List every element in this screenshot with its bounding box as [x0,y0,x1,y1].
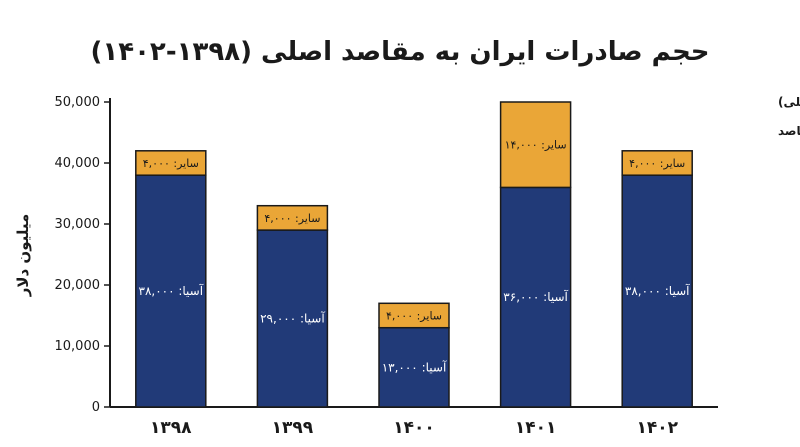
x-tick-label: ۱۴۰۱ [515,418,557,438]
bar-label-other: سایر: ۱۴,۰۰۰ [505,139,567,152]
bar-label-asia: آسیا: ۳۶,۰۰۰ [503,289,568,304]
y-tick-label: 30,000 [55,217,101,232]
bar-other [135,150,207,176]
bar-label-other: سایر: ۴,۰۰۰ [386,310,442,323]
bar-other [621,150,693,176]
legend: آبی تیره: بازارهای آسیایی (وابستگی اصلی)… [778,94,800,138]
legend-text-2: سایر مقاصد [778,124,800,138]
chart-title: حجم صادرات ایران به مقاصد اصلی (۱۳۹۸-۱۴۰… [90,37,709,67]
y-axis-label: میلیون دلار [14,214,32,298]
bar-other [378,302,450,329]
bar-other [256,204,329,231]
bar-asia [135,174,207,408]
bar-asia [256,229,329,408]
axes: 0 10,000 20,000 30,000 40,000 50,000 [55,95,718,415]
x-tick-label: ۱۴۰۰ [393,418,435,438]
legend-item-2: کهربایی: سایر مقاصد [778,124,800,138]
bar-label-asia: آسیا: ۱۳,۰۰۰ [382,359,447,374]
bar-asia [499,186,572,408]
bar-label-asia: آسیا: ۳۸,۰۰۰ [625,283,690,298]
x-tick-label: ۱۴۰۲ [636,418,678,438]
bars: آسیا: ۳۸,۰۰۰ سایر: ۴,۰۰۰ ۱۳۹۸ آسیا: ۲۹,۰۰۰ س… [135,101,693,438]
y-tick-label: 50,000 [55,95,101,110]
bar-label-other: سایر: ۴,۰۰۰ [629,157,685,170]
bar-label-asia: آسیا: ۳۸,۰۰۰ [139,283,204,298]
bar-other [499,101,572,189]
bar-label-other: سایر: ۴,۰۰۰ [264,212,320,225]
y-tick-label: 40,000 [55,156,101,171]
y-tick-label: 10,000 [55,339,101,354]
y-tick-label: 20,000 [55,278,101,293]
x-tick-label: ۱۳۹۹ [272,418,314,438]
legend-text-1: بازارهای آسیایی (وابستگی اصلی) [778,94,800,110]
bar-label-other: سایر: ۴,۰۰۰ [143,157,199,170]
x-tick-label: ۱۳۹۸ [150,418,192,438]
bar-asia [621,174,693,408]
legend-item-1: آبی تیره: بازارهای آسیایی (وابستگی اصلی) [778,94,800,110]
y-tick-label: 0 [92,400,100,415]
bar-label-asia: آسیا: ۲۹,۰۰۰ [260,311,325,326]
